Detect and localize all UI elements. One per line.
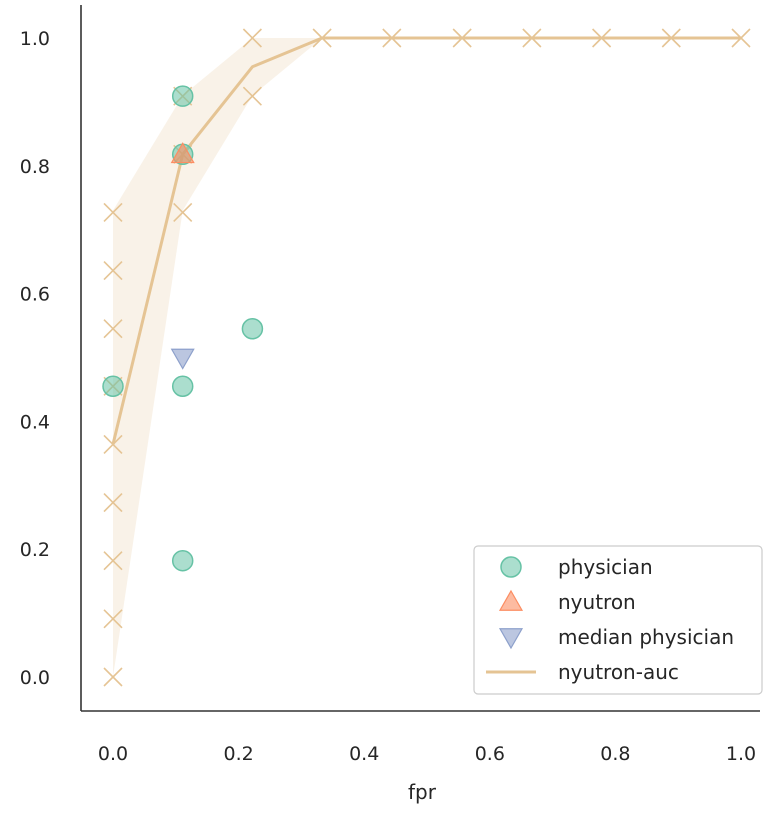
scatter-points-layer bbox=[102, 85, 264, 572]
physician-point bbox=[241, 317, 264, 340]
y-tick-label: 0.8 bbox=[20, 156, 50, 178]
auc-x-marker bbox=[661, 28, 681, 48]
auc-line-layer bbox=[111, 36, 741, 445]
legend-marker-swatch bbox=[498, 589, 524, 611]
auc-x-marker bbox=[103, 667, 123, 687]
legend-label: physician bbox=[558, 555, 653, 579]
x-tick-label: 0.4 bbox=[349, 743, 379, 765]
auc-x-marker bbox=[103, 261, 123, 281]
x-tick-label: 0.8 bbox=[600, 743, 630, 765]
y-tick-label: 0.0 bbox=[20, 667, 50, 689]
legend-entry: median physician bbox=[498, 625, 734, 650]
legend-entry: nyutron-auc bbox=[486, 660, 679, 684]
nyutron-point bbox=[170, 142, 195, 164]
y-tick-label: 0.6 bbox=[20, 284, 50, 306]
auc-x-marker bbox=[382, 28, 402, 48]
x-tick-label: 1.0 bbox=[726, 743, 756, 765]
y-tick-label: 0.2 bbox=[20, 539, 50, 561]
x-tick-label: 0.2 bbox=[223, 743, 253, 765]
auc-x-marker bbox=[242, 28, 262, 48]
legend-label: median physician bbox=[558, 625, 734, 649]
y-tick-label: 0.4 bbox=[20, 411, 50, 433]
y-tick-label: 1.0 bbox=[20, 28, 50, 50]
x-tick-label: 0.6 bbox=[475, 743, 505, 765]
auc-line bbox=[111, 36, 741, 445]
x-axis-label: fpr bbox=[408, 780, 437, 804]
legend-marker-swatch bbox=[498, 628, 524, 650]
auc-x-marker bbox=[103, 319, 123, 339]
legend-entry: physician bbox=[500, 555, 653, 579]
auc-x-marker bbox=[592, 28, 612, 48]
auc-x-marker bbox=[173, 202, 193, 223]
x-tick-label: 0.0 bbox=[98, 743, 128, 765]
axes bbox=[80, 5, 760, 712]
legend-box bbox=[473, 545, 763, 695]
auc-x-marker bbox=[103, 492, 123, 513]
auc-x-marker bbox=[522, 28, 542, 48]
legend-label: nyutron-auc bbox=[558, 660, 679, 684]
legend-label: nyutron bbox=[558, 590, 636, 614]
physician-point bbox=[171, 375, 194, 398]
auc-x-marker bbox=[452, 28, 472, 48]
legend-marker-swatch bbox=[500, 556, 522, 578]
auc-x-marker bbox=[731, 28, 751, 48]
auc-x-marker bbox=[103, 434, 123, 454]
legend-entry: nyutron bbox=[498, 589, 636, 614]
physician-point bbox=[171, 549, 194, 572]
legend: physician nyutron median physician nyutron-… bbox=[473, 545, 763, 695]
physician-point bbox=[171, 85, 194, 107]
auc-x-marker bbox=[103, 202, 123, 223]
auc-x-marker bbox=[242, 86, 262, 106]
auc-x-marker bbox=[312, 28, 332, 48]
median-physician-point bbox=[170, 348, 195, 370]
auc-x-marker bbox=[103, 551, 123, 571]
tick-labels: 0.0 0.2 0.4 0.6 0.8 1.0 0.0 0.2 0.4 0.6 0.8 1.0 bbox=[20, 28, 756, 765]
physician-point bbox=[102, 375, 124, 398]
auc-x-marker bbox=[103, 609, 123, 629]
